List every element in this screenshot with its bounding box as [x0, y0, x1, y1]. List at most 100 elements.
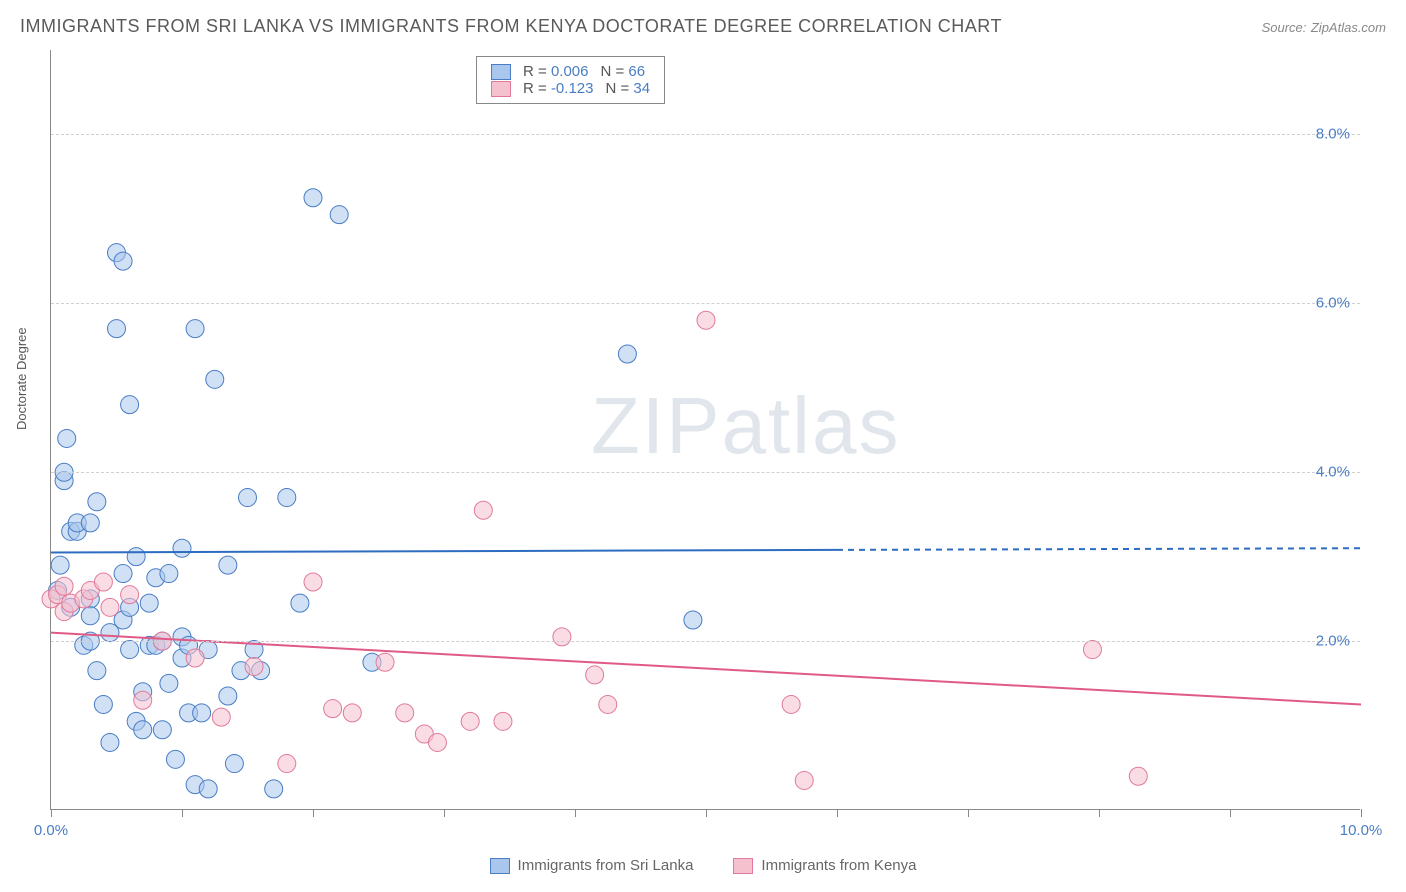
- data-point: [166, 750, 184, 768]
- data-point: [795, 771, 813, 789]
- data-point: [586, 666, 604, 684]
- gridline-h: [51, 641, 1360, 642]
- legend-r: R = 0.006: [523, 63, 588, 80]
- x-tick: [51, 809, 52, 817]
- data-point: [134, 691, 152, 709]
- data-point: [343, 704, 361, 722]
- legend-item: Immigrants from Kenya: [733, 857, 916, 874]
- data-point: [121, 396, 139, 414]
- data-point: [474, 501, 492, 519]
- data-point: [108, 320, 126, 338]
- data-point: [599, 695, 617, 713]
- x-tick: [575, 809, 576, 817]
- legend-bottom: Immigrants from Sri Lanka Immigrants from…: [0, 857, 1406, 874]
- x-tick: [968, 809, 969, 817]
- data-point: [697, 311, 715, 329]
- data-point: [160, 565, 178, 583]
- data-point: [618, 345, 636, 363]
- data-point: [225, 755, 243, 773]
- data-point: [94, 573, 112, 591]
- gridline-h: [51, 134, 1360, 135]
- data-point: [121, 586, 139, 604]
- data-point: [134, 721, 152, 739]
- data-point: [461, 712, 479, 730]
- data-point: [219, 556, 237, 574]
- plot-area: ZIPatlas R = 0.006N = 66R = -0.123N = 34…: [50, 50, 1360, 810]
- legend-swatch: [490, 858, 510, 874]
- data-point: [206, 370, 224, 388]
- data-point: [553, 628, 571, 646]
- data-point: [55, 577, 73, 595]
- data-point: [160, 674, 178, 692]
- data-point: [212, 708, 230, 726]
- data-point: [51, 556, 69, 574]
- y-tick-label: 6.0%: [1316, 295, 1350, 312]
- data-point: [88, 493, 106, 511]
- data-point: [1083, 641, 1101, 659]
- trend-line: [51, 550, 837, 553]
- data-point: [330, 206, 348, 224]
- data-point: [1129, 767, 1147, 785]
- data-point: [494, 712, 512, 730]
- x-tick: [837, 809, 838, 817]
- legend-item: Immigrants from Sri Lanka: [490, 857, 694, 874]
- data-point: [81, 607, 99, 625]
- data-point: [153, 721, 171, 739]
- data-point: [245, 657, 263, 675]
- data-point: [114, 565, 132, 583]
- legend-stat-row: R = -0.123N = 34: [491, 80, 650, 97]
- data-point: [81, 514, 99, 532]
- data-point: [186, 320, 204, 338]
- y-tick-label: 4.0%: [1316, 464, 1350, 481]
- data-point: [278, 489, 296, 507]
- data-point: [127, 548, 145, 566]
- data-point: [291, 594, 309, 612]
- legend-r: R = -0.123: [523, 80, 593, 97]
- data-point: [193, 704, 211, 722]
- data-point: [121, 641, 139, 659]
- data-point: [186, 649, 204, 667]
- data-point: [101, 733, 119, 751]
- x-tick: [1230, 809, 1231, 817]
- x-tick: [706, 809, 707, 817]
- data-point: [304, 189, 322, 207]
- data-point: [199, 780, 217, 798]
- y-tick-label: 8.0%: [1316, 126, 1350, 143]
- data-point: [58, 429, 76, 447]
- legend-stats: R = 0.006 N = 66R = -0.123N = 34: [476, 56, 665, 104]
- legend-swatch: [491, 81, 511, 97]
- data-point: [376, 653, 394, 671]
- data-point: [101, 598, 119, 616]
- y-tick-label: 2.0%: [1316, 633, 1350, 650]
- y-axis-label: Doctorate Degree: [14, 327, 29, 430]
- data-point: [173, 539, 191, 557]
- x-tick: [1361, 809, 1362, 817]
- trend-line-dashed: [837, 548, 1361, 550]
- data-point: [324, 700, 342, 718]
- source-name: ZipAtlas.com: [1311, 20, 1386, 35]
- data-point: [94, 695, 112, 713]
- legend-swatch: [491, 64, 511, 80]
- x-tick-label: 10.0%: [1340, 822, 1383, 839]
- data-point: [782, 695, 800, 713]
- x-tick-label: 0.0%: [34, 822, 68, 839]
- x-tick: [313, 809, 314, 817]
- legend-stat-row: R = 0.006 N = 66: [491, 63, 650, 80]
- data-point: [304, 573, 322, 591]
- legend-swatch: [733, 858, 753, 874]
- legend-label: Immigrants from Kenya: [761, 857, 916, 874]
- data-point: [88, 662, 106, 680]
- legend-n: N = 66: [600, 63, 645, 80]
- data-point: [219, 687, 237, 705]
- x-tick: [182, 809, 183, 817]
- data-point: [239, 489, 257, 507]
- data-point: [428, 733, 446, 751]
- data-point: [684, 611, 702, 629]
- chart-svg: [51, 50, 1360, 809]
- chart-title: IMMIGRANTS FROM SRI LANKA VS IMMIGRANTS …: [20, 16, 1002, 37]
- data-point: [265, 780, 283, 798]
- gridline-h: [51, 303, 1360, 304]
- x-tick: [444, 809, 445, 817]
- data-point: [140, 594, 158, 612]
- data-point: [278, 755, 296, 773]
